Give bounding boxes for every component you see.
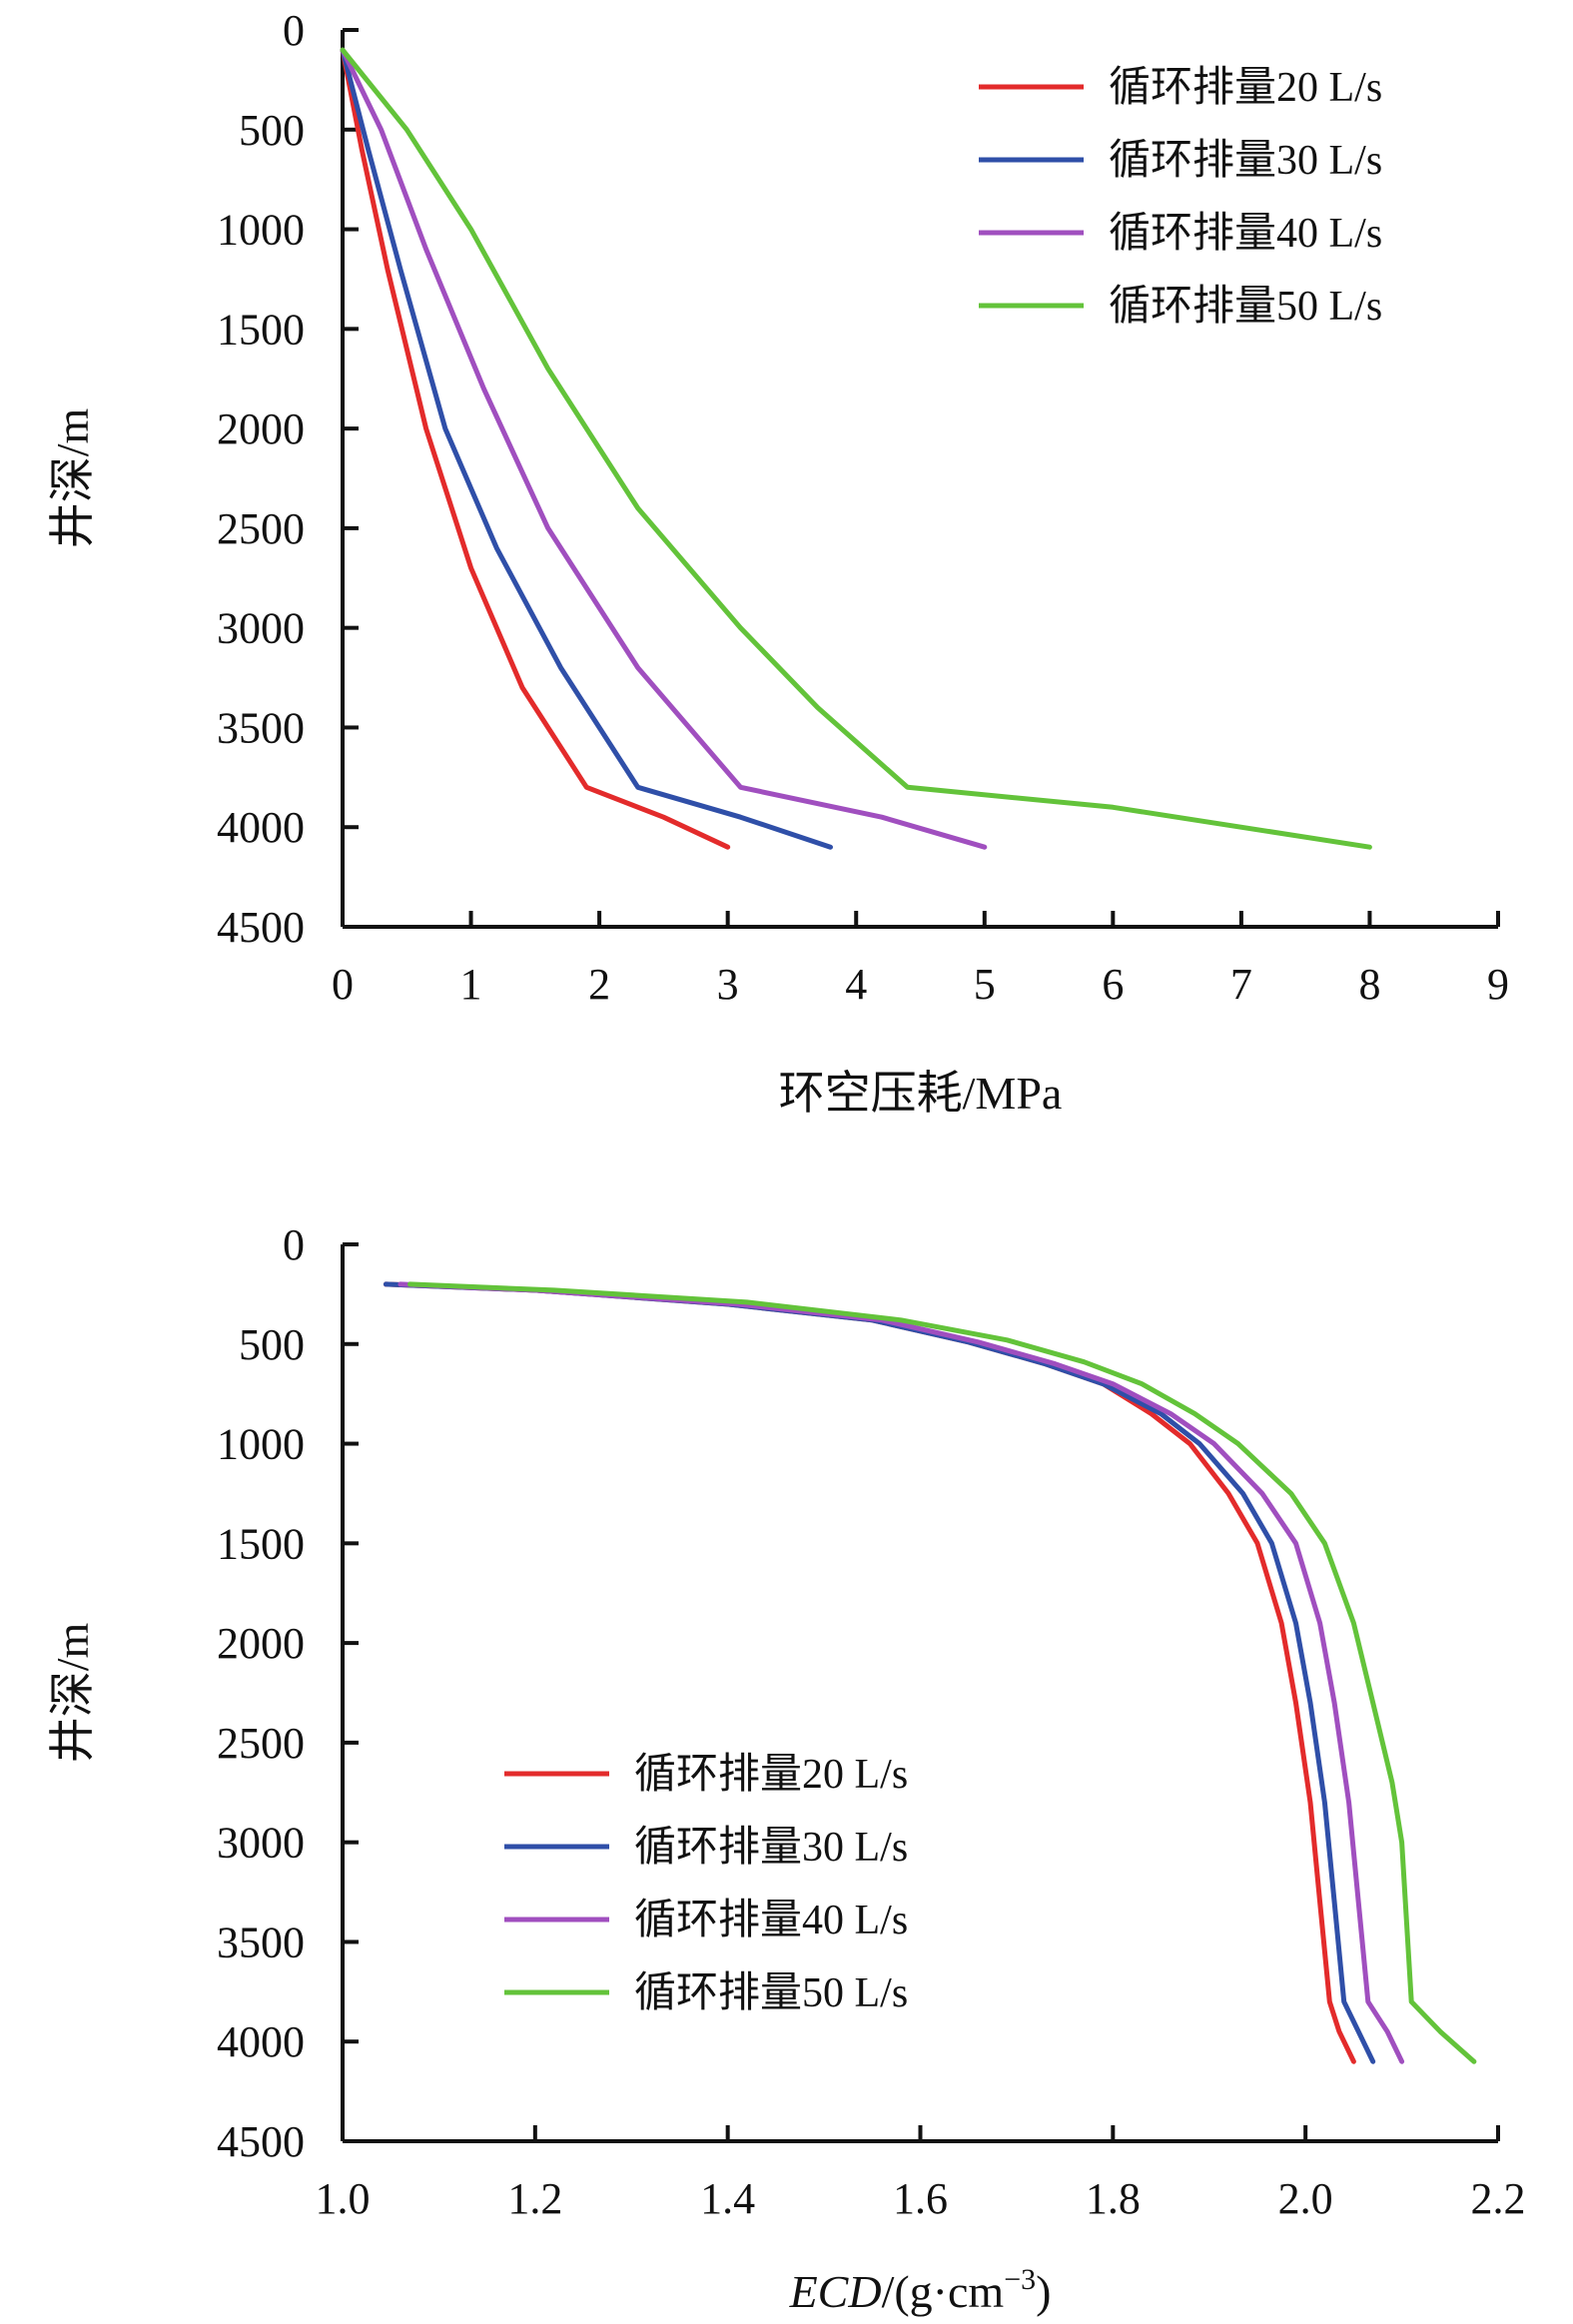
y-tick-label: 4000 <box>217 2017 305 2066</box>
y-tick-label: 3000 <box>217 604 305 653</box>
series-line-4 <box>340 47 1372 850</box>
series-line-2 <box>383 1281 1376 2064</box>
x-axis-title: 环空压耗/MPa <box>779 1068 1063 1119</box>
series-line-1 <box>383 1281 1356 2064</box>
legend-label-3: 循环排量40 L/s <box>634 1898 908 1943</box>
y-tick-label: 2500 <box>217 1719 305 1768</box>
x-tick-label: 6 <box>1102 960 1124 1009</box>
x-tick-label: 0 <box>332 960 354 1009</box>
series-line-3 <box>340 47 988 850</box>
x-tick-label: 1.4 <box>700 2174 755 2223</box>
legend-label-4: 循环排量50 L/s <box>634 1970 908 2016</box>
series-line-4 <box>407 1281 1477 2064</box>
y-tick-label: 3500 <box>217 703 305 752</box>
y-tick-label: 2000 <box>217 404 305 453</box>
x-tick-label: 7 <box>1230 960 1252 1009</box>
x-tick-label: 8 <box>1358 960 1380 1009</box>
legend: 循环排量20 L/s 循环排量30 L/s 循环排量40 L/s 循环排量50 L/s <box>979 65 1382 330</box>
y-tick-label: 4500 <box>217 903 305 952</box>
x-tick-label: 4 <box>845 960 867 1009</box>
y-tick-label: 2500 <box>217 504 305 553</box>
x-tick-label: 3 <box>717 960 739 1009</box>
x-tick-label: 2.2 <box>1471 2174 1526 2223</box>
legend-label-3: 循环排量40 L/s <box>1109 211 1382 257</box>
y-tick-label: 4500 <box>217 2117 305 2166</box>
y-tick-label: 3500 <box>217 1918 305 1966</box>
x-tick-label: 1.8 <box>1086 2174 1141 2223</box>
x-tick-label: 5 <box>974 960 996 1009</box>
y-tick-label: 1000 <box>217 206 305 255</box>
x-axis-title-unit: /(g·cm <box>882 2266 1005 2317</box>
y-tick-label: 0 <box>283 1220 305 1269</box>
series-line-2 <box>340 47 833 850</box>
legend-label-2: 循环排量30 L/s <box>1109 138 1382 184</box>
annular-pressure-loss-chart: 0 500 1000 1500 2000 2500 3000 3500 4000 4500 0 1 2 3… <box>47 6 1509 1119</box>
x-axis-title-close: ) <box>1036 2266 1051 2317</box>
y-tick-label: 1000 <box>217 1420 305 1469</box>
x-tick-label: 1.2 <box>507 2174 562 2223</box>
y-tick-label: 3000 <box>217 1819 305 1868</box>
y-tick-label: 0 <box>283 6 305 55</box>
series-line-3 <box>397 1281 1405 2064</box>
x-tick-label: 1.6 <box>893 2174 948 2223</box>
y-tick-label: 1500 <box>217 305 305 354</box>
x-axis-title-exponent: −3 <box>1004 2263 1036 2296</box>
x-tick-label: 1.0 <box>316 2174 371 2223</box>
y-tick-label: 2000 <box>217 1619 305 1668</box>
x-axis-title: ECD/(g·cm−3) <box>789 2263 1052 2317</box>
x-tick-label: 1 <box>460 960 482 1009</box>
y-axis-title: 井深/m <box>47 408 98 549</box>
y-tick-label: 500 <box>239 106 305 155</box>
y-tick-label: 500 <box>239 1320 305 1369</box>
legend-label-1: 循环排量20 L/s <box>1109 65 1382 111</box>
legend-label-2: 循环排量30 L/s <box>634 1825 908 1871</box>
y-tick-label: 1500 <box>217 1519 305 1568</box>
legend: 循环排量20 L/s 循环排量30 L/s 循环排量40 L/s 循环排量50 L/s <box>504 1752 908 2016</box>
y-tick-label: 4000 <box>217 803 305 852</box>
x-tick-label: 2.0 <box>1278 2174 1333 2223</box>
series-line-1 <box>340 47 731 850</box>
y-axis-title: 井深/m <box>47 1623 98 1764</box>
x-tick-label: 2 <box>588 960 610 1009</box>
x-axis-title-ecd: ECD <box>789 2266 882 2317</box>
legend-label-4: 循环排量50 L/s <box>1109 284 1382 330</box>
legend-label-1: 循环排量20 L/s <box>634 1752 908 1798</box>
x-tick-label: 9 <box>1487 960 1509 1009</box>
